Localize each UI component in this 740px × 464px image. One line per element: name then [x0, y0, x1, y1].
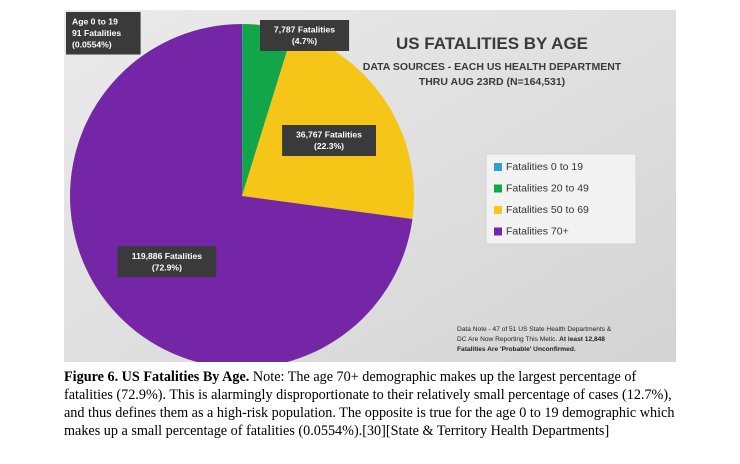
legend-box: [485, 153, 637, 245]
data-label-text: (72.9%): [152, 262, 182, 272]
data-note-line2-plain: DC Are Now Reporting This Metic.: [457, 336, 557, 343]
data-label-fatalities-20-to-49: 7,787 Fatalities(4.7%): [260, 20, 350, 51]
data-label-text: (4.7%): [292, 36, 317, 46]
figure-caption: Figure 6. US Fatalities By Age. Note: Th…: [64, 368, 676, 440]
pie-slice-fatalities-20-to-49: [242, 24, 293, 196]
data-label-box: [282, 125, 376, 156]
figure-caption-text: Note: The age 70+ demographic makes up t…: [64, 369, 675, 439]
data-note-line2-bold: At least 12,848: [559, 336, 605, 343]
data-label-text: (0.0554%): [72, 40, 112, 50]
pie-chart: US FATALITIES BY AGE DATA SOURCES - EACH…: [64, 10, 676, 362]
data-note-line1: Data Note - 47 of 51 US State Health Dep…: [457, 326, 612, 333]
legend-label-fatalities-70: Fatalities 70+: [506, 226, 569, 238]
legend-swatch-fatalities-0-to-19: [494, 163, 502, 171]
chart-subtitle-line2: THRU AUG 23RD (N=164,531): [419, 76, 565, 88]
legend-swatch-fatalities-20-to-49: [494, 184, 502, 193]
data-label-text: 91 Fatalities: [72, 28, 121, 38]
data-label-text: 36,767 Fatalities: [296, 130, 362, 140]
chart-title: US FATALITIES BY AGE: [396, 34, 588, 53]
data-label-box: [260, 20, 350, 51]
data-label-fatalities-70: 119,886 Fatalities(72.9%): [117, 246, 217, 278]
legend-swatch-fatalities-70: [494, 227, 502, 236]
legend-label-fatalities-0-to-19: Fatalities 0 to 19: [506, 161, 583, 173]
data-label-text: 119,886 Fatalities: [132, 251, 202, 261]
legend-swatch-fatalities-50-to-69: [494, 206, 502, 214]
data-label-text: (22.3%): [314, 141, 344, 151]
data-label-box: [117, 246, 217, 278]
chart-subtitle-line1: DATA SOURCES - EACH US HEALTH DEPARTMENT: [363, 61, 622, 73]
data-note-line3: Fatalities Are 'Probable' Unconfirmed.: [457, 346, 576, 353]
data-label-fatalities-50-to-69: 36,767 Fatalities(22.3%): [282, 125, 376, 156]
pie-slice-fatalities-70: [70, 24, 413, 362]
legend-label-fatalities-50-to-69: Fatalities 50 to 69: [506, 204, 589, 216]
figure-label: Figure 6. US Fatalities By Age.: [64, 369, 250, 385]
data-label-text: Age 0 to 19: [72, 17, 118, 27]
data-label-text: 7,787 Fatalities: [274, 25, 335, 35]
data-label-box: [66, 12, 141, 55]
data-note-line2: DC Are Now Reporting This Metic. At leas…: [457, 336, 605, 343]
legend-label-fatalities-20-to-49: Fatalities 20 to 49: [506, 183, 589, 195]
